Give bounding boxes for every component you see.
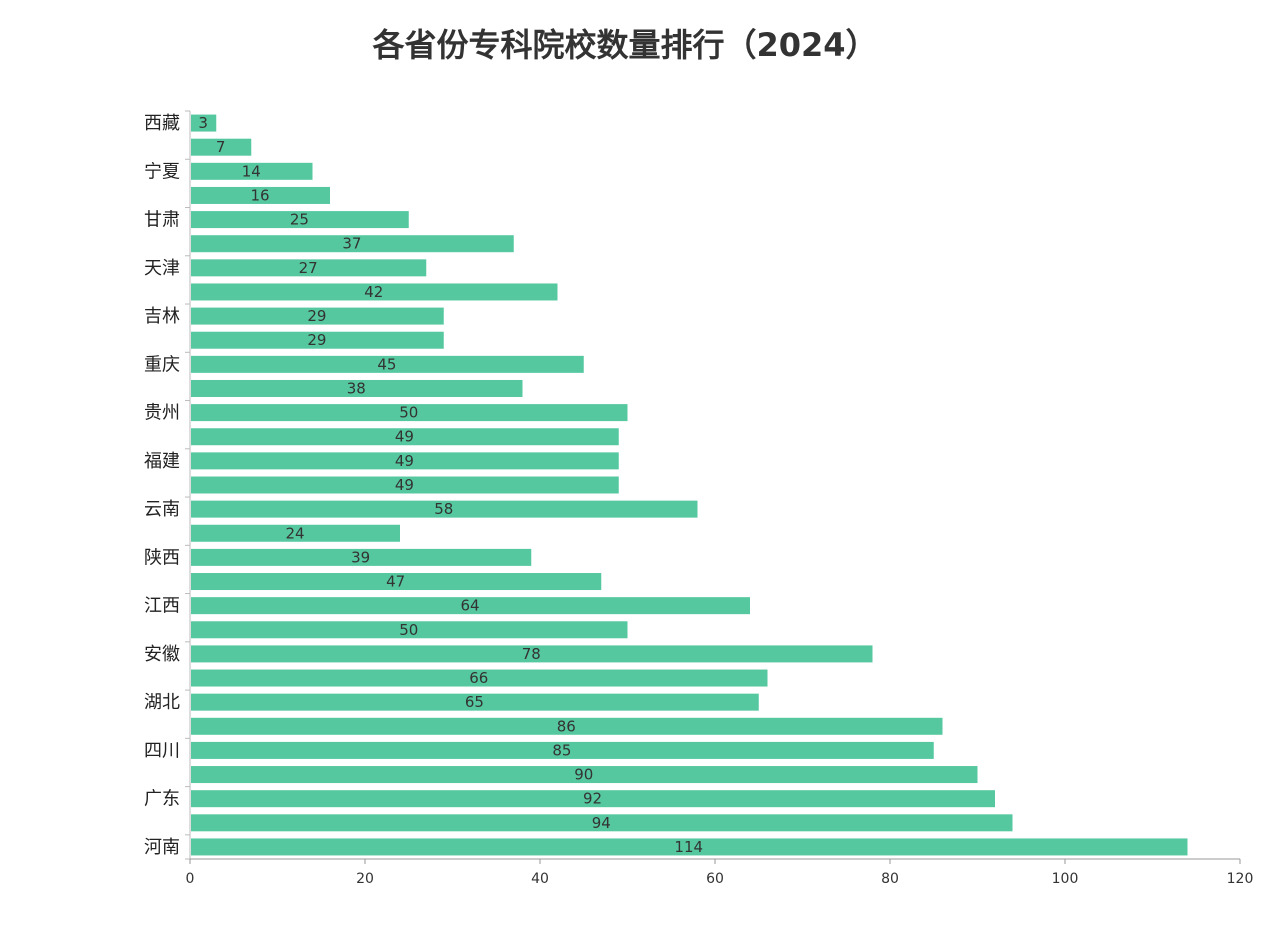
- bar: [191, 452, 619, 470]
- bar-value-label: 14: [242, 162, 261, 180]
- bar-value-label: 39: [351, 548, 370, 566]
- y-tick-label: 贵州: [144, 403, 180, 424]
- bar: [191, 814, 1013, 832]
- x-tick-label: 60: [706, 871, 724, 887]
- bar-value-label: 7: [216, 138, 226, 156]
- y-tick-label: 宁夏: [144, 161, 180, 182]
- bar: [191, 524, 400, 542]
- x-tick-label: 20: [356, 871, 374, 887]
- y-tick-label: 四川: [144, 740, 180, 761]
- bar-value-label: 49: [395, 428, 414, 446]
- bar: [191, 235, 514, 253]
- y-tick-label: 广东: [144, 789, 180, 810]
- bar: [191, 162, 313, 180]
- bar: [191, 741, 934, 759]
- bar: [191, 500, 698, 518]
- bar: [191, 404, 628, 422]
- x-tick-label: 100: [1052, 871, 1079, 887]
- bar-value-label: 29: [307, 307, 326, 325]
- bar: [191, 259, 427, 277]
- bar: [191, 838, 1188, 856]
- y-tick-label: 吉林: [144, 306, 180, 327]
- bar-value-label: 92: [583, 790, 602, 808]
- y-tick-label: 江西: [144, 596, 180, 617]
- bar-value-label: 16: [250, 186, 269, 204]
- bar-value-label: 45: [377, 355, 396, 373]
- y-tick-label: 甘肃: [144, 210, 180, 231]
- bar: [191, 331, 444, 349]
- bar: [191, 573, 602, 591]
- y-tick-label: 安徽: [144, 644, 180, 665]
- bar-value-label: 94: [592, 814, 611, 832]
- y-tick-label: 福建: [144, 451, 180, 472]
- bar-value-label: 42: [364, 283, 383, 301]
- bar-value-label: 25: [290, 211, 309, 229]
- bar-value-label: 66: [469, 669, 488, 687]
- bar-value-label: 27: [299, 259, 318, 277]
- x-tick-label: 80: [881, 871, 899, 887]
- bar: [191, 693, 759, 711]
- bar-value-label: 58: [434, 500, 453, 518]
- bar: [191, 428, 619, 446]
- y-tick-label: 天津: [144, 258, 180, 279]
- y-tick-label: 西藏: [144, 113, 180, 134]
- bar-value-label: 85: [552, 741, 571, 759]
- y-tick-label: 陕西: [144, 547, 180, 568]
- bar: [191, 283, 558, 301]
- bar-value-label: 49: [395, 452, 414, 470]
- bar-value-label: 37: [342, 235, 361, 253]
- bar-value-label: 24: [285, 524, 304, 542]
- bar-value-label: 29: [307, 331, 326, 349]
- bar: [191, 186, 330, 204]
- bar: [191, 211, 409, 229]
- bar-value-label: 64: [460, 597, 479, 615]
- bar-value-label: 65: [465, 693, 484, 711]
- bar-value-label: 78: [522, 645, 541, 663]
- x-tick-label: 40: [531, 871, 549, 887]
- bar: [191, 548, 532, 566]
- bar: [191, 790, 995, 808]
- y-tick-label: 云南: [144, 499, 180, 520]
- chart-title: 各省份专科院校数量排行（2024）: [372, 26, 878, 64]
- bar: [191, 597, 750, 615]
- bar-value-label: 47: [386, 573, 405, 591]
- bar-value-label: 3: [198, 114, 208, 132]
- bar-value-label: 86: [557, 717, 576, 735]
- bar: [191, 669, 768, 687]
- x-tick-label: 120: [1227, 871, 1254, 887]
- bar: [191, 355, 584, 373]
- bar-value-label: 50: [399, 404, 418, 422]
- bar-value-label: 49: [395, 476, 414, 494]
- y-tick-label: 湖北: [144, 692, 180, 713]
- bar: [191, 717, 943, 735]
- bar: [191, 307, 444, 325]
- y-tick-label: 重庆: [144, 354, 180, 375]
- bar: [191, 379, 523, 397]
- x-tick-label: 0: [186, 871, 195, 887]
- bar: [191, 645, 873, 663]
- bar: [191, 621, 628, 639]
- bar-value-label: 90: [574, 766, 593, 784]
- bar: [191, 476, 619, 494]
- bar-value-label: 50: [399, 621, 418, 639]
- bar: [191, 114, 217, 132]
- y-tick-label: 河南: [144, 837, 180, 858]
- bar-value-label: 38: [347, 379, 366, 397]
- bar: [191, 138, 252, 156]
- bar-value-label: 114: [674, 838, 703, 856]
- bar: [191, 766, 978, 784]
